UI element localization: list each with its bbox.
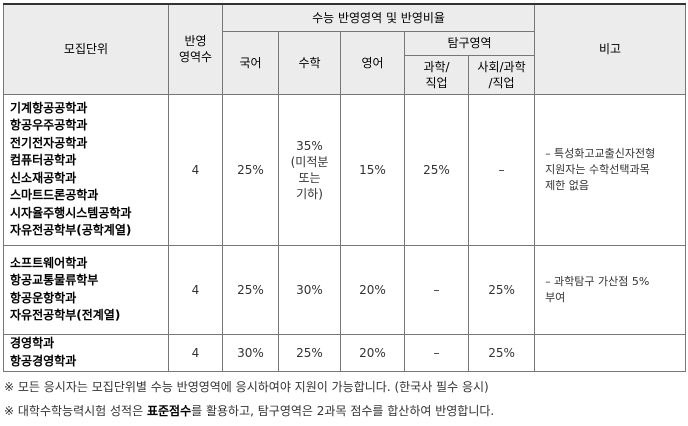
- korean-cell: 25%: [222, 244, 279, 335]
- count-cell: 4: [168, 244, 223, 335]
- remark-cell: – 특성화고교출신자전형 지원자는 수학선택과목 제한 없음: [534, 93, 687, 246]
- header-cell: 반영 영역수: [168, 3, 223, 95]
- header-cell: 비고: [534, 3, 687, 95]
- table: 모집단위 반영 영역수 수능 반영영역 및 반영비율 비고 국어 수학 영어 탐…: [3, 3, 687, 372]
- unit-cell: 경영학과 항공경영학과: [3, 333, 169, 372]
- note-bold: 표준점수: [146, 404, 192, 418]
- science-cell: –: [404, 333, 469, 372]
- science-cell: 25%: [404, 93, 469, 246]
- english-cell: 15%: [340, 93, 405, 246]
- science-cell: –: [404, 244, 469, 335]
- remark-cell: [534, 333, 687, 372]
- notes: ※ 모든 응시자는 모집단위별 수능 반영영역에 응시하여야 지원이 가능합니다…: [4, 378, 494, 426]
- header-cell: 사회/과학 /직업: [467, 54, 536, 95]
- table-row: 기계항공공학과 항공우주공학과 전기전자공학과 컴퓨터공학과 신소재공학과 스마…: [3, 93, 687, 246]
- count-cell: 4: [168, 93, 223, 246]
- social-cell: –: [467, 93, 536, 246]
- header-cell: 수능 반영영역 및 반영비율: [221, 3, 536, 32]
- korean-cell: 30%: [222, 333, 279, 372]
- social-cell: 25%: [467, 333, 536, 372]
- math-cell: 35% (미적분 또는 기하): [278, 93, 341, 246]
- social-cell: 25%: [467, 244, 536, 335]
- english-cell: 20%: [340, 333, 405, 372]
- header-cell: 국어: [222, 30, 279, 95]
- header-cell: 모집단위: [3, 3, 169, 95]
- table-wrap: 모집단위 반영 영역수 수능 반영영역 및 반영비율 비고 국어 수학 영어 탐…: [3, 3, 687, 372]
- table-row: 소프트웨어학과 항공교통물류학부 항공운항학과 자유전공학부(전계열) 4 25% 3…: [3, 244, 687, 335]
- math-cell: 25%: [278, 333, 341, 372]
- math-cell: 30%: [278, 244, 341, 335]
- header-cell: 영어: [340, 30, 405, 95]
- note: ※ 대학수학능력시험 성적은 표준점수를 활용하고, 탐구영역은 2과목 점수를…: [4, 402, 494, 426]
- count-cell: 4: [168, 333, 223, 372]
- table-body: 기계항공공학과 항공우주공학과 전기전자공학과 컴퓨터공학과 신소재공학과 스마…: [3, 93, 687, 372]
- korean-cell: 25%: [222, 93, 279, 246]
- unit-cell: 소프트웨어학과 항공교통물류학부 항공운항학과 자유전공학부(전계열): [3, 244, 169, 335]
- remark-cell: – 과학탐구 가산점 5% 부여: [534, 244, 687, 335]
- header-cell: 수학: [278, 30, 341, 95]
- table-row: 경영학과 항공경영학과 4 30% 25% 20% –25%: [3, 333, 687, 372]
- header-cell: 탐구영역: [403, 30, 536, 56]
- note-text: 를 활용하고, 탐구영역은 2과목 점수를 합산하여 반영합니다.: [191, 404, 495, 418]
- note: ※ 모든 응시자는 모집단위별 수능 반영영역에 응시하여야 지원이 가능합니다…: [4, 380, 489, 394]
- unit-cell: 기계항공공학과 항공우주공학과 전기전자공학과 컴퓨터공학과 신소재공학과 스마…: [3, 93, 169, 246]
- note-text: ※ 대학수학능력시험 성적은: [4, 404, 147, 418]
- header-cell: 과학/ 직업: [404, 54, 469, 95]
- english-cell: 20%: [340, 244, 405, 335]
